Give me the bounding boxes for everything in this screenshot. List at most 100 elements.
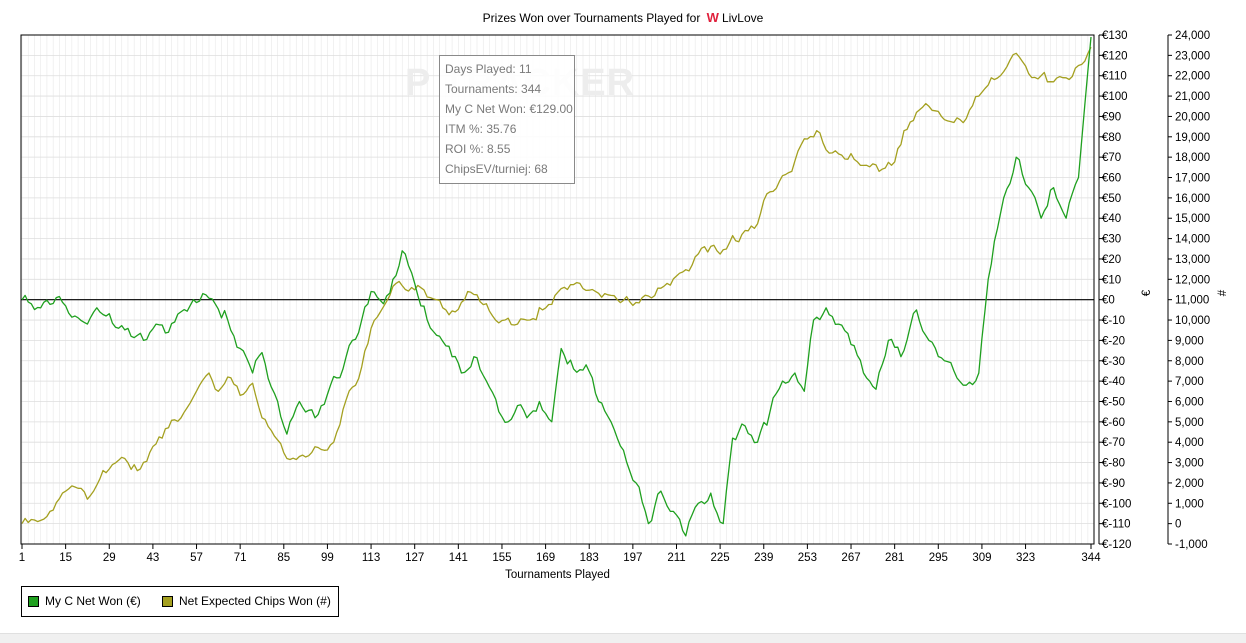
y-tick-label-euro: €-20 — [1102, 335, 1125, 347]
y-tick-label-euro: €10 — [1102, 274, 1121, 286]
x-tick-label: 1 — [19, 552, 25, 564]
x-tick-label: 253 — [798, 552, 817, 564]
chart-title: Prizes Won over Tournaments Played for W… — [0, 10, 1246, 25]
chart-legend: My C Net Won (€) Net Expected Chips Won … — [21, 586, 339, 617]
y-tick-label-chips: 13,000 — [1175, 254, 1210, 266]
y-tick-label-chips: 1,000 — [1175, 498, 1204, 510]
data-tooltip: Days Played: 11 Tournaments: 344 My C Ne… — [439, 55, 575, 184]
y-tick-label-chips: 19,000 — [1175, 132, 1210, 144]
series-line-net-won — [21, 36, 1092, 537]
y-tick-label-euro: €-100 — [1102, 498, 1131, 510]
x-tick-label: 43 — [146, 552, 159, 564]
y-tick-label-chips: 3,000 — [1175, 458, 1204, 470]
y-tick-label-euro: €50 — [1102, 193, 1121, 205]
x-tick-label: 155 — [492, 552, 511, 564]
y-tick-label-euro: €40 — [1102, 213, 1121, 225]
y-tick-label-euro: €-50 — [1102, 396, 1125, 408]
x-tick-label: 127 — [405, 552, 424, 564]
x-tick-label: 225 — [711, 552, 730, 564]
y-tick-label-chips: 16,000 — [1175, 193, 1210, 205]
tooltip-net-won: My C Net Won: €129.00 — [445, 102, 573, 116]
x-tick-label: 71 — [234, 552, 247, 564]
x-tick-label: 267 — [841, 552, 860, 564]
x-tick-label: 85 — [277, 552, 290, 564]
y-tick-label-chips: -1,000 — [1175, 539, 1208, 551]
legend-label-chips: Net Expected Chips Won (#) — [179, 594, 331, 608]
y-tick-label-chips: 0 — [1175, 519, 1181, 531]
y-tick-label-chips: 9,000 — [1175, 335, 1204, 347]
x-tick-label: 323 — [1016, 552, 1035, 564]
y-tick-label-chips: 2,000 — [1175, 478, 1204, 490]
x-tick-label: 183 — [580, 552, 599, 564]
y-tick-label-chips: 14,000 — [1175, 234, 1210, 246]
tooltip-chipsev: ChipsEV/turniej: 68 — [445, 162, 548, 176]
x-tick-label: 295 — [929, 552, 948, 564]
y-axis-label-euro: € — [1141, 289, 1153, 296]
y-tick-label-euro: €100 — [1102, 91, 1128, 103]
x-tick-label: 141 — [449, 552, 468, 564]
y-tick-label-chips: 22,000 — [1175, 71, 1210, 83]
y-tick-label-euro: €-60 — [1102, 417, 1125, 429]
y-tick-label-chips: 23,000 — [1175, 50, 1210, 62]
tooltip-itm: ITM %: 35.76 — [445, 122, 517, 136]
y-tick-label-euro: €130 — [1102, 30, 1128, 42]
y-tick-label-chips: 8,000 — [1175, 356, 1204, 368]
y-tick-label-chips: 17,000 — [1175, 173, 1210, 185]
y-tick-label-euro: €-80 — [1102, 458, 1125, 470]
y-tick-label-chips: 6,000 — [1175, 396, 1204, 408]
y-tick-label-euro: €-30 — [1102, 356, 1125, 368]
y-tick-label-euro: €-40 — [1102, 376, 1125, 388]
y-tick-label-euro: €60 — [1102, 173, 1121, 185]
x-tick-label: 239 — [754, 552, 773, 564]
tooltip-roi: ROI %: 8.55 — [445, 142, 511, 156]
y-tick-label-chips: 12,000 — [1175, 274, 1210, 286]
y-tick-label-euro: €90 — [1102, 111, 1121, 123]
x-tick-label: 15 — [59, 552, 72, 564]
legend-item-chips[interactable]: Net Expected Chips Won (#) — [162, 594, 331, 608]
x-tick-label: 211 — [667, 552, 685, 564]
x-tick-label: 169 — [536, 552, 555, 564]
x-tick-label: 57 — [190, 552, 203, 564]
y-tick-label-chips: 18,000 — [1175, 152, 1210, 164]
plot-border — [20, 34, 1095, 545]
y-tick-label-euro: €-120 — [1102, 539, 1131, 551]
y-tick-label-chips: 11,000 — [1175, 295, 1209, 307]
x-tick-label: 344 — [1081, 552, 1101, 564]
y-tick-label-chips: 4,000 — [1175, 437, 1204, 449]
site-logo-icon: W — [706, 10, 719, 25]
tooltip-tournaments: Tournaments: 344 — [445, 82, 542, 96]
status-bar — [0, 633, 1246, 643]
legend-item-net-won[interactable]: My C Net Won (€) — [28, 594, 141, 608]
series-line-chips — [21, 46, 1092, 524]
y-tick-label-euro: €110 — [1102, 71, 1127, 83]
y-tick-label-euro: €80 — [1102, 132, 1121, 144]
y-tick-label-euro: €20 — [1102, 254, 1121, 266]
y-tick-label-chips: 10,000 — [1175, 315, 1210, 327]
legend-swatch-chips — [162, 595, 173, 607]
y-tick-label-euro: €0 — [1102, 295, 1115, 307]
y-tick-label-chips: 7,000 — [1175, 376, 1204, 388]
y-tick-label-euro: €120 — [1102, 50, 1128, 62]
x-axis-label: Tournaments Played — [505, 569, 610, 581]
y-tick-label-euro: €70 — [1102, 152, 1121, 164]
y-tick-label-chips: 15,000 — [1175, 213, 1210, 225]
tooltip-days: Days Played: 11 — [445, 62, 532, 76]
chart-title-prefix: Prizes Won over Tournaments Played for — [482, 11, 701, 25]
y-tick-label-euro: €-10 — [1102, 315, 1125, 327]
legend-swatch-net-won — [28, 595, 39, 607]
y-tick-label-euro: €30 — [1102, 234, 1121, 246]
y-tick-label-euro: €-110 — [1102, 519, 1131, 531]
y-tick-label-euro: €-90 — [1102, 478, 1125, 490]
legend-label-net-won: My C Net Won (€) — [45, 594, 141, 608]
x-tick-label: 99 — [321, 552, 334, 564]
y-tick-label-chips: 21,000 — [1175, 91, 1210, 103]
y-tick-label-chips: 5,000 — [1175, 417, 1204, 429]
y-tick-label-chips: 24,000 — [1175, 30, 1210, 42]
player-name: LivLove — [721, 11, 764, 25]
x-tick-label: 29 — [103, 552, 116, 564]
y-axis-label-chips: # — [1217, 289, 1229, 296]
x-tick-label: 113 — [362, 552, 380, 564]
y-tick-label-euro: €-70 — [1102, 437, 1125, 449]
x-tick-label: 197 — [623, 552, 642, 564]
